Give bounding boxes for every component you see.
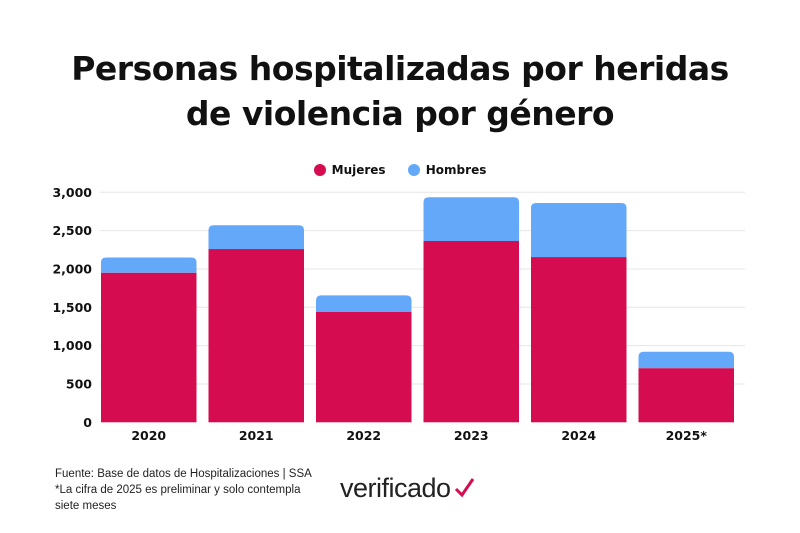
title-line-2: de violencia por género	[185, 94, 615, 133]
y-tick-label: 2,500	[52, 223, 92, 238]
legend-label: Mujeres	[331, 163, 386, 177]
bar-mujeres	[423, 240, 519, 423]
y-tick-label: 1,500	[52, 300, 92, 315]
bar-mujeres	[208, 249, 304, 423]
legend-item-mujeres: Mujeres	[313, 163, 386, 177]
x-tick-label: 2025*	[666, 428, 708, 443]
bar-mujeres	[531, 257, 627, 423]
bar-mujeres	[638, 368, 734, 423]
footer: Fuente: Base de datos de Hospitalizacion…	[55, 466, 325, 514]
chart-title: Personas hospitalizadas por heridas de v…	[0, 46, 800, 136]
verificado-logo: verificado	[340, 473, 475, 504]
logo-text: verificado	[340, 473, 451, 503]
bar-hombres	[638, 351, 734, 369]
legend-swatch	[407, 164, 420, 176]
bar-hombres	[423, 197, 519, 241]
bar-hombres	[316, 295, 412, 312]
bar-hombres	[208, 225, 304, 250]
y-tick-label: 500	[66, 376, 92, 391]
y-tick-label: 1,000	[52, 338, 92, 353]
checkmark-icon	[454, 478, 475, 498]
title-line-1: Personas hospitalizadas por heridas	[71, 49, 729, 88]
legend: Mujeres Hombres	[0, 163, 800, 179]
legend-label: Hombres	[425, 163, 487, 177]
bar-mujeres	[101, 272, 197, 423]
bar-hombres	[101, 257, 197, 273]
legend-item-hombres: Hombres	[407, 163, 487, 177]
x-tick-label: 2024	[561, 428, 596, 443]
x-tick-label: 2023	[454, 428, 489, 443]
preliminary-note: *La cifra de 2025 es preliminar y solo c…	[55, 484, 301, 512]
bar-hombres	[531, 203, 627, 258]
source-note: Fuente: Base de datos de Hospitalizacion…	[55, 468, 312, 480]
x-tick-label: 2020	[131, 428, 166, 443]
x-tick-label: 2021	[239, 428, 274, 443]
y-tick-label: 3,000	[52, 185, 92, 200]
bar-mujeres	[316, 311, 412, 423]
y-tick-label: 0	[83, 415, 92, 430]
legend-swatch	[313, 164, 326, 176]
y-tick-label: 2,000	[52, 261, 92, 276]
x-tick-label: 2022	[346, 428, 381, 443]
